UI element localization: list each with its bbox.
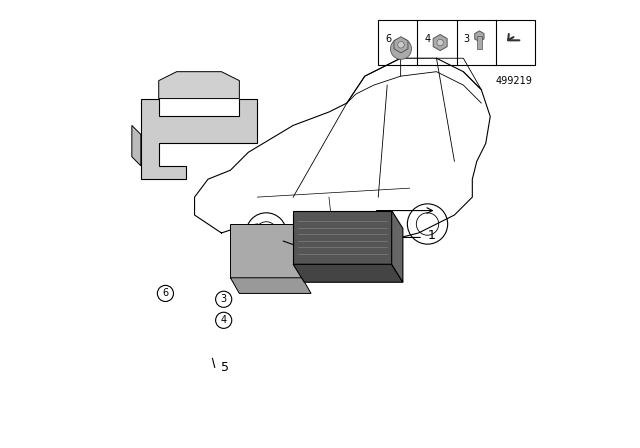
Text: 2: 2 [360, 258, 368, 271]
Bar [378, 20, 535, 65]
Text: 3: 3 [221, 294, 227, 304]
Text: 3: 3 [463, 34, 470, 44]
Polygon shape [392, 211, 403, 282]
Polygon shape [132, 125, 141, 166]
Polygon shape [433, 34, 447, 51]
Bar [477, 36, 482, 49]
Circle shape [157, 285, 173, 302]
Polygon shape [230, 278, 311, 293]
Text: 1: 1 [428, 228, 435, 242]
Circle shape [390, 39, 412, 59]
Polygon shape [159, 72, 239, 99]
Polygon shape [141, 99, 257, 179]
Polygon shape [293, 211, 392, 264]
Text: 4: 4 [424, 34, 430, 44]
Circle shape [216, 312, 232, 328]
Text: 6: 6 [163, 289, 168, 298]
Text: 499219: 499219 [496, 76, 533, 86]
Text: 6: 6 [385, 34, 391, 44]
Circle shape [397, 42, 404, 48]
Polygon shape [394, 37, 408, 53]
Text: 4: 4 [221, 315, 227, 325]
Circle shape [437, 39, 444, 46]
Polygon shape [293, 264, 403, 282]
Polygon shape [475, 31, 484, 42]
Text: 5: 5 [221, 361, 230, 374]
Polygon shape [230, 224, 302, 278]
Circle shape [216, 291, 232, 307]
